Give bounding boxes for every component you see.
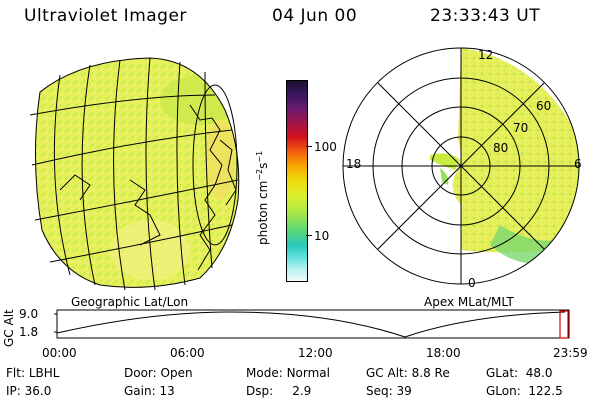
info-ip: IP: 36.0 bbox=[6, 384, 52, 398]
info-mode: Mode: Normal bbox=[246, 366, 330, 380]
date-label: 04 Jun 00 bbox=[272, 6, 358, 26]
info-gc-alt: GC Alt: 8.8 Re bbox=[366, 366, 450, 380]
altitude-ytick-high: 9.0 bbox=[19, 307, 39, 321]
current-time-marker bbox=[559, 310, 569, 339]
lat-label-70: 70 bbox=[513, 121, 529, 135]
altitude-curve bbox=[56, 311, 566, 338]
colorbar-tick-100 bbox=[306, 146, 312, 147]
info-seq: Seq: 39 bbox=[366, 384, 412, 398]
time-tick-2: 12:00 bbox=[298, 346, 333, 360]
info-dsp: Dsp: 2.9 bbox=[246, 384, 312, 398]
mlt-label-18: 18 bbox=[346, 157, 362, 171]
aurora-image-left bbox=[35, 58, 239, 288]
colorbar-label-10: 10 bbox=[314, 229, 330, 243]
time-tick-3: 18:00 bbox=[426, 346, 461, 360]
time-tick-0: 00:00 bbox=[42, 346, 77, 360]
left-panel-caption: Geographic Lat/Lon bbox=[71, 295, 189, 309]
info-glat: GLat: 48.0 bbox=[486, 366, 553, 380]
time-label: 23:33:43 UT bbox=[430, 6, 541, 26]
info-flt: Flt: LBHL bbox=[6, 366, 60, 380]
instrument-title: Ultraviolet Imager bbox=[24, 6, 187, 26]
info-gain: Gain: 13 bbox=[124, 384, 175, 398]
altitude-plot-frame bbox=[56, 309, 570, 339]
mlt-label-12: 12 bbox=[478, 48, 494, 62]
lat-label-80: 80 bbox=[493, 141, 509, 155]
colorbar-tick-10 bbox=[306, 235, 312, 236]
colorbar-label-100: 100 bbox=[314, 140, 337, 154]
lat-label-60: 60 bbox=[536, 99, 552, 113]
altitude-ytick-low: 1.8 bbox=[19, 325, 39, 339]
info-door: Door: Open bbox=[124, 366, 193, 380]
colorbar bbox=[286, 80, 308, 282]
info-glon: GLon: 122.5 bbox=[486, 384, 563, 398]
right-panel-caption: Apex MLat/MLT bbox=[424, 295, 514, 309]
lat-lon-grid bbox=[29, 57, 240, 291]
time-tick-4: 23:59 bbox=[553, 346, 588, 360]
mlt-label-0: 0 bbox=[468, 276, 476, 290]
time-tick-1: 06:00 bbox=[170, 346, 205, 360]
polar-grid bbox=[342, 47, 580, 285]
mlt-label-6: 6 bbox=[574, 157, 582, 171]
